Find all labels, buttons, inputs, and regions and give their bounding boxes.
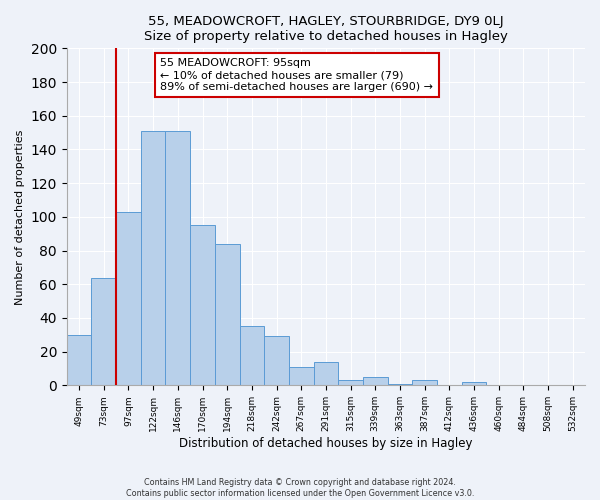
Bar bbox=[412, 380, 437, 386]
Bar bbox=[388, 384, 412, 386]
Bar bbox=[363, 377, 388, 386]
Text: Contains HM Land Registry data © Crown copyright and database right 2024.
Contai: Contains HM Land Registry data © Crown c… bbox=[126, 478, 474, 498]
Bar bbox=[166, 131, 190, 386]
Bar bbox=[91, 278, 116, 386]
Bar bbox=[338, 380, 363, 386]
Y-axis label: Number of detached properties: Number of detached properties bbox=[15, 129, 25, 304]
Bar bbox=[461, 382, 486, 386]
X-axis label: Distribution of detached houses by size in Hagley: Distribution of detached houses by size … bbox=[179, 437, 473, 450]
Bar bbox=[141, 131, 166, 386]
Title: 55, MEADOWCROFT, HAGLEY, STOURBRIDGE, DY9 0LJ
Size of property relative to detac: 55, MEADOWCROFT, HAGLEY, STOURBRIDGE, DY… bbox=[144, 15, 508, 43]
Bar bbox=[264, 336, 289, 386]
Bar bbox=[239, 326, 264, 386]
Bar bbox=[116, 212, 141, 386]
Text: 55 MEADOWCROFT: 95sqm
← 10% of detached houses are smaller (79)
89% of semi-deta: 55 MEADOWCROFT: 95sqm ← 10% of detached … bbox=[160, 58, 433, 92]
Bar bbox=[190, 226, 215, 386]
Bar bbox=[67, 335, 91, 386]
Bar bbox=[314, 362, 338, 386]
Bar bbox=[289, 367, 314, 386]
Bar bbox=[215, 244, 239, 386]
